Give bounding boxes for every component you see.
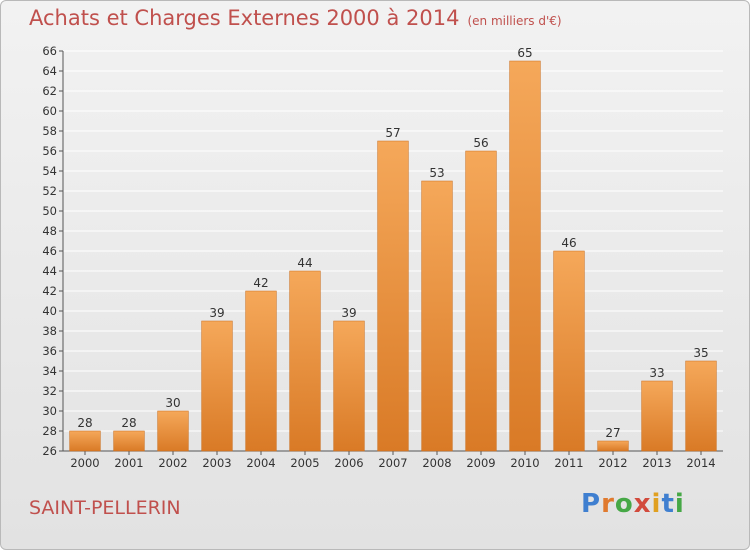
data-labels: 28 28 30 39 42 44 39 57 53 56 65 46 27 33 35	[77, 46, 708, 440]
x-tick-label: 2003	[202, 456, 231, 470]
logo-letter: i	[651, 489, 662, 519]
bar-value-label: 53	[429, 166, 444, 180]
logo-letter: P	[581, 489, 602, 519]
bar-value-label: 35	[693, 346, 708, 360]
x-tick-label: 2001	[114, 456, 143, 470]
x-tick-label: 2013	[642, 456, 671, 470]
x-tick-label: 2002	[158, 456, 187, 470]
y-tick-label: 30	[42, 404, 57, 418]
bar[interactable]	[421, 180, 453, 452]
x-tick-label: 2014	[686, 456, 715, 470]
y-tick-label: 40	[42, 304, 57, 318]
bar-value-label: 56	[473, 136, 488, 150]
bar[interactable]	[289, 270, 321, 452]
bar-value-label: 57	[385, 126, 400, 140]
x-tick-label: 2005	[290, 456, 319, 470]
logo-letter: x	[633, 489, 652, 519]
bar[interactable]	[641, 380, 673, 452]
y-tick-label: 54	[42, 164, 57, 178]
logo-letter: r	[601, 489, 615, 519]
y-tick-label: 58	[42, 124, 57, 138]
y-tick-label: 28	[42, 424, 57, 438]
x-tick-label: 2007	[378, 456, 407, 470]
y-tick-label: 52	[42, 184, 57, 198]
y-tick-label: 66	[42, 44, 57, 58]
x-tick-label: 2012	[598, 456, 627, 470]
bar[interactable]	[69, 430, 101, 452]
y-tick-label: 34	[42, 364, 57, 378]
x-tick-label: 2000	[70, 456, 99, 470]
bar[interactable]	[509, 60, 541, 452]
bar[interactable]	[597, 440, 629, 452]
y-tick-label: 36	[42, 344, 57, 358]
bar-value-label: 42	[253, 276, 268, 290]
bar[interactable]	[201, 320, 233, 452]
y-tick-label: 44	[42, 264, 57, 278]
x-tick-label: 2010	[510, 456, 539, 470]
logo-letter: o	[614, 489, 634, 519]
y-tick-label: 42	[42, 284, 57, 298]
bar-value-label: 44	[297, 256, 312, 270]
chart-title-text: Achats et Charges Externes 2000 à 2014	[29, 6, 460, 30]
bar-value-label: 27	[605, 426, 620, 440]
logo-letter: t	[661, 489, 675, 519]
y-tick-label: 62	[42, 84, 57, 98]
bar-value-label: 39	[341, 306, 356, 320]
bar-value-label: 39	[209, 306, 224, 320]
bar[interactable]	[245, 290, 277, 452]
bar-value-label: 28	[77, 416, 92, 430]
bars	[69, 60, 717, 452]
y-tick-label: 48	[42, 224, 57, 238]
x-tick-label: 2004	[246, 456, 275, 470]
y-tick-label: 32	[42, 384, 57, 398]
y-tick-label: 38	[42, 324, 57, 338]
bar[interactable]	[685, 360, 717, 452]
bar-value-label: 30	[165, 396, 180, 410]
bar-value-label: 65	[517, 46, 532, 60]
bar[interactable]	[553, 250, 585, 452]
x-tick-label: 2009	[466, 456, 495, 470]
y-tick-label: 26	[42, 444, 57, 458]
bar[interactable]	[465, 150, 497, 452]
bar-value-label: 46	[561, 236, 576, 250]
commune-name: SAINT-PELLERIN	[29, 497, 181, 519]
y-tick-label: 56	[42, 144, 57, 158]
y-tick-label: 50	[42, 204, 57, 218]
y-tick-label: 64	[42, 64, 57, 78]
y-tick-label: 60	[42, 104, 57, 118]
x-tick-label: 2008	[422, 456, 451, 470]
logo-letter: i	[674, 489, 685, 519]
bar-value-label: 33	[649, 366, 664, 380]
y-tick-label: 46	[42, 244, 57, 258]
x-tick-label: 2011	[554, 456, 583, 470]
bar-value-label: 28	[121, 416, 136, 430]
bar[interactable]	[113, 430, 145, 452]
bar[interactable]	[157, 410, 189, 452]
bar[interactable]	[377, 140, 409, 452]
chart-title: Achats et Charges Externes 2000 à 2014 (e…	[29, 6, 562, 30]
chart-subtitle: (en milliers d'€)	[467, 14, 562, 28]
bar[interactable]	[333, 320, 365, 452]
x-tick-label: 2006	[334, 456, 363, 470]
proxiti-logo[interactable]: Proxiti	[581, 489, 685, 519]
